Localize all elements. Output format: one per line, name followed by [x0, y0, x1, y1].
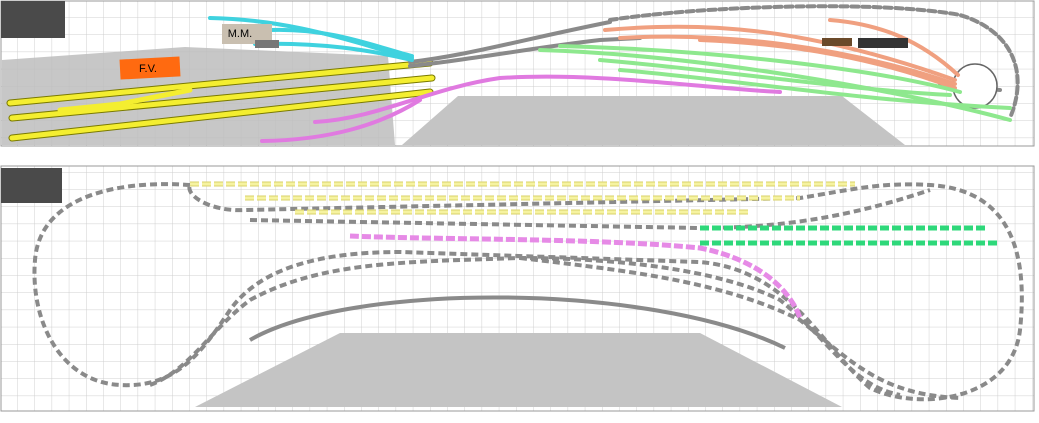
depot-building [822, 38, 852, 46]
upper-level: M.M. F.V. [0, 0, 1035, 147]
lower-level [0, 165, 1035, 412]
tracks [32, 181, 1024, 402]
corner-block [1, 1, 65, 38]
tracks [6, 4, 1020, 143]
station-building [222, 24, 272, 44]
terrain [195, 333, 842, 407]
freight-shed [119, 56, 181, 80]
corner-block [1, 168, 62, 203]
station-platform [255, 40, 279, 48]
terrain [2, 47, 395, 145]
freight-label: F.V. [139, 63, 157, 75]
terrain [402, 96, 905, 145]
engine-shed [858, 38, 908, 48]
building-label: M.M. [228, 28, 252, 40]
